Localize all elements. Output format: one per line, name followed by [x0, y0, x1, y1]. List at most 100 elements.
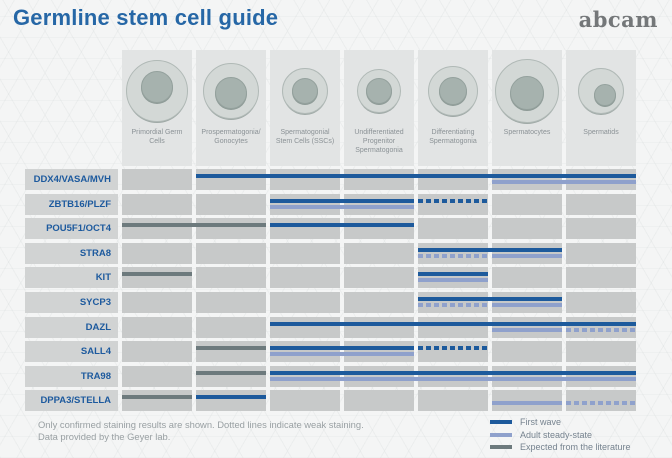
legend-label: First wave: [520, 417, 562, 428]
stain-line-first-wave-dashed: [418, 199, 488, 203]
stain-line-adult-steady-state-dashed: [418, 303, 488, 307]
stage-label: Spermatids: [583, 129, 619, 136]
stage-cell-illustration: [495, 58, 559, 124]
matrix-cell: [344, 169, 414, 190]
marker-label: POU5F1/OCT4: [25, 218, 118, 239]
matrix-cell: [196, 366, 266, 387]
stain-line-adult-steady-state: [270, 352, 414, 356]
legend-label: Adult steady-state: [520, 429, 593, 440]
stain-line-first-wave-dashed: [418, 346, 488, 350]
legend-swatch-adult-steady-state: [490, 432, 512, 437]
stain-line-literature: [196, 371, 266, 375]
matrix-cell: [122, 243, 192, 264]
stage-header: Spermatocytes: [492, 50, 562, 166]
matrix-cell: [270, 292, 340, 313]
stage-label: Primordial Germ Cells: [131, 129, 183, 145]
matrix-cell: [492, 267, 562, 288]
stage-header: Spermatids: [566, 50, 636, 166]
stain-line-adult-steady-state: [492, 254, 562, 258]
matrix-cell: [418, 194, 488, 215]
matrix-cell: [196, 194, 266, 215]
matrix-cell: [566, 390, 636, 411]
cell-nucleus-icon: [439, 77, 467, 105]
matrix-cell: [418, 169, 488, 190]
stain-line-first-wave: [418, 248, 562, 252]
stage-header: Prospermatogonia/ Gonocytes: [196, 50, 266, 166]
stain-line-adult-steady-state: [418, 278, 488, 282]
stain-line-first-wave: [270, 223, 414, 227]
matrix-cell: [122, 218, 192, 239]
matrix-cell: [122, 267, 192, 288]
stain-line-adult-steady-state: [492, 401, 562, 405]
matrix-cell: [418, 341, 488, 362]
stage-cell-illustration: [578, 58, 624, 124]
cell-nucleus-icon: [215, 77, 247, 109]
matrix-cell: [196, 341, 266, 362]
footnote-line-2: Data provided by the Geyer lab.: [38, 431, 171, 442]
stain-line-first-wave: [196, 174, 636, 178]
matrix-cell: [196, 317, 266, 338]
matrix-cell: [270, 243, 340, 264]
marker-label: TRA98: [25, 366, 118, 387]
footnote: Only confirmed staining results are show…: [38, 419, 364, 443]
matrix-cell: [492, 194, 562, 215]
matrix-cell: [566, 218, 636, 239]
matrix-cell: [196, 169, 266, 190]
matrix-cell: [566, 194, 636, 215]
cell-body: [203, 63, 259, 119]
legend-swatch-literature: [490, 445, 512, 450]
matrix-cell: [566, 292, 636, 313]
stain-line-adult-steady-state: [492, 180, 636, 184]
cell-body: [282, 68, 328, 114]
stain-line-literature: [196, 346, 266, 350]
stage-header: Primordial Germ Cells: [122, 50, 192, 166]
marker-label: ZBTB16/PLZF: [25, 194, 118, 215]
stain-line-adult-steady-state-dashed: [418, 254, 488, 258]
legend-item: First wave: [490, 416, 631, 429]
stain-line-adult-steady-state-dashed: [566, 328, 636, 332]
matrix-cell: [270, 169, 340, 190]
matrix-cell: [196, 390, 266, 411]
legend: First wave Adult steady-state Expected fro…: [490, 416, 631, 454]
stage-header-row: Primordial Germ Cells Prospermatogonia/ G…: [122, 50, 636, 166]
marker-label: KIT: [25, 267, 118, 288]
stain-line-adult-steady-state: [492, 328, 562, 332]
matrix-cell: [344, 267, 414, 288]
stage-label: Spermatocytes: [503, 129, 551, 136]
page-title: Germline stem cell guide: [13, 5, 279, 30]
stage-label: Differentiating Spermatogonia: [429, 129, 477, 145]
matrix-cell: [270, 267, 340, 288]
stage-cell-illustration: [282, 58, 328, 124]
legend-swatch-first-wave: [490, 420, 512, 425]
matrix-cell: [492, 390, 562, 411]
stain-line-adult-steady-state: [270, 377, 636, 381]
matrix-cell: [196, 218, 266, 239]
stain-line-first-wave: [270, 346, 414, 350]
cell-body: [357, 69, 401, 113]
matrix-cell: [344, 317, 414, 338]
matrix-cell: [492, 218, 562, 239]
cell-body: [495, 59, 559, 123]
stain-line-first-wave: [418, 297, 562, 301]
abcam-logo: abcam: [578, 7, 658, 32]
stage-cell-illustration: [357, 58, 401, 124]
cell-nucleus-icon: [141, 71, 173, 103]
stain-line-first-wave: [196, 395, 266, 399]
stage-label: Undifferentiated Progenitor Spermatogoni…: [354, 129, 404, 154]
matrix-cell: [122, 194, 192, 215]
matrix-cell: [122, 366, 192, 387]
matrix-cell: [566, 341, 636, 362]
marker-label: SALL4: [25, 341, 118, 362]
marker-label: DAZL: [25, 317, 118, 338]
stage-label: Prospermatogonia/ Gonocytes: [201, 129, 261, 145]
stage-label: Spermatogonial Stem Cells (SSCs): [275, 129, 335, 145]
stain-line-first-wave: [270, 322, 636, 326]
stain-line-first-wave: [270, 371, 636, 375]
cell-body: [578, 68, 624, 114]
stain-line-first-wave: [270, 199, 414, 203]
marker-label: SYCP3: [25, 292, 118, 313]
marker-label: DDX4/VASA/MVH: [25, 169, 118, 190]
stain-line-literature: [122, 395, 192, 399]
stain-line-adult-steady-state: [492, 303, 562, 307]
stage-header: Spermatogonial Stem Cells (SSCs): [270, 50, 340, 166]
